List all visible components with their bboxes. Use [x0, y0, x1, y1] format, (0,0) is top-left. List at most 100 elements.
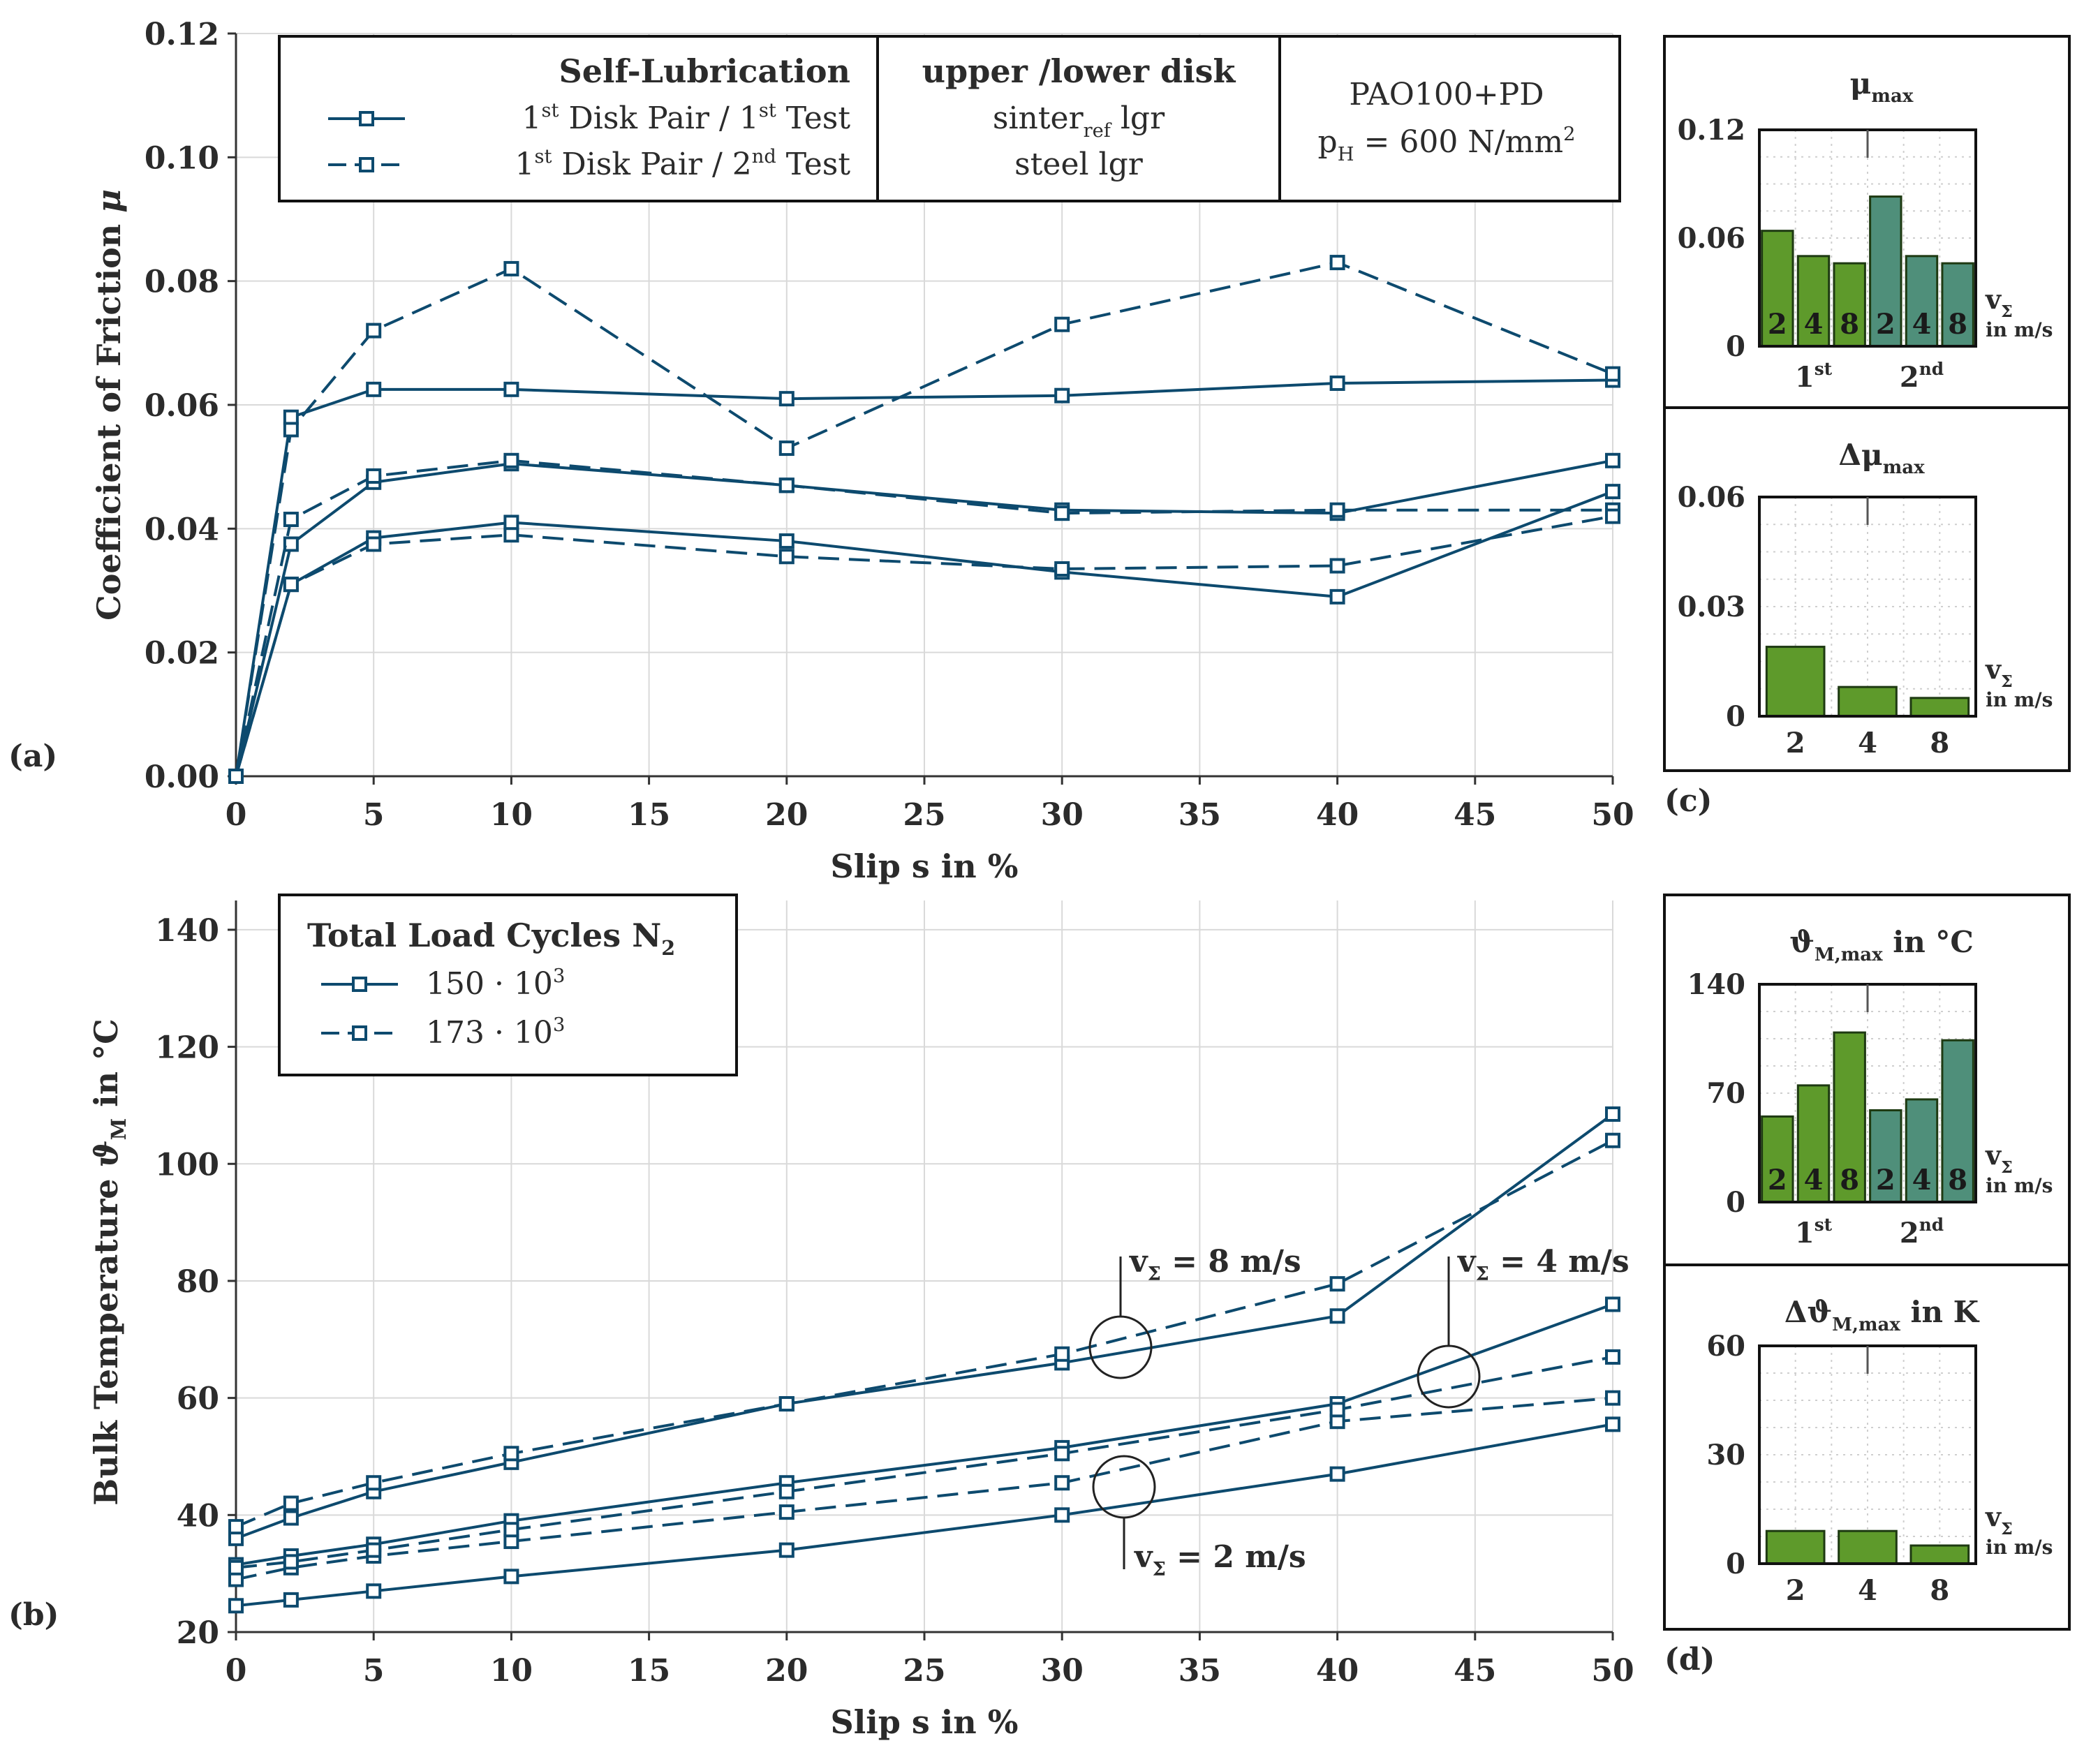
- c-bottom-bar: [1838, 685, 1898, 718]
- a-series-4-point: [366, 468, 382, 484]
- b-series-6-point: [778, 1483, 795, 1499]
- a-series-line-6: [235, 261, 1613, 777]
- a-series-6-point: [778, 440, 795, 457]
- a-ytick-label: 0.12: [145, 17, 219, 52]
- b-series-line-5: [235, 1396, 1613, 1581]
- b-annotation-8-part-1: Σ: [1148, 1263, 1161, 1285]
- a-series-4-point: [1054, 505, 1070, 521]
- b-series-line-1: [235, 1113, 1614, 1540]
- d-bottom-inset-frame: [1663, 1263, 2071, 1631]
- a-x-axis-label: Slip s in %: [831, 847, 1019, 885]
- b-legend-entry-1: 150 · 103: [426, 965, 565, 1002]
- a-xtick-label: 25: [903, 797, 945, 833]
- a-series-5-point: [778, 549, 795, 565]
- a-legend-entry-2-part-3: nd: [752, 146, 776, 168]
- b-series-4-point: [228, 1519, 244, 1535]
- a-xtick-label: 0: [226, 797, 247, 833]
- b-annotation-ellipse-8: [1088, 1315, 1153, 1379]
- b-series-4-point: [1605, 1132, 1620, 1148]
- d-top-group-label-2-part-0: 2: [1900, 1217, 1919, 1250]
- d-top-title-part-0: ϑ: [1789, 925, 1815, 959]
- c-top-bar-label: 4: [1804, 308, 1824, 341]
- a-series-6-point: [283, 422, 299, 438]
- b-xtick-label: 40: [1316, 1653, 1359, 1689]
- a-xtick-label: 40: [1316, 797, 1359, 833]
- d-bottom-bar-label: 2: [1786, 1574, 1805, 1607]
- b-ytick-label: 120: [155, 1030, 219, 1066]
- c-top-group-label-2: 2nd: [1900, 359, 1944, 394]
- b-x-axis-label: Slip s in %: [831, 1703, 1019, 1741]
- c-top-vsigma-label-part-0: v: [1985, 283, 2002, 315]
- c-top-bar: [1796, 255, 1831, 348]
- a-legend-header: Self-Lubrication: [559, 52, 850, 90]
- b-xtick-label: 10: [490, 1653, 533, 1689]
- b-series-5-point: [1605, 1390, 1620, 1406]
- a-legend-entry-2-part-0: 1: [515, 147, 534, 182]
- c-bottom-bar: [1765, 646, 1826, 718]
- d-top-ytick-label: 0: [1726, 1186, 1745, 1219]
- a-series-2-point: [1605, 484, 1620, 500]
- d-bottom-title: ΔϑM,max in K: [1784, 1295, 1980, 1335]
- a-series-4-point: [503, 452, 519, 468]
- b-ytick-label: 100: [155, 1147, 219, 1183]
- c-bottom-vsigma-unit: in m/s: [1986, 688, 2053, 711]
- a-legend-entry-1-part-0: 1: [522, 101, 542, 136]
- b-y-axis-label-sub: M: [107, 1118, 131, 1141]
- a-series-line-4: [235, 459, 1613, 777]
- b-ytick-label: 80: [177, 1264, 219, 1300]
- c-bottom-title-part-1: max: [1883, 457, 1925, 478]
- a-series-6-point: [228, 769, 244, 784]
- a-series-5-point: [1329, 558, 1345, 574]
- d-bottom-title-part-2: in K: [1900, 1295, 1980, 1329]
- d-top-bar: [1905, 1098, 1939, 1203]
- c-top-bar-label: 8: [1840, 308, 1859, 341]
- a-series-2-point: [1329, 588, 1345, 605]
- a-xtick-label: 15: [628, 797, 670, 833]
- a-series-1-point: [283, 536, 299, 552]
- b-xtick-label: 25: [903, 1653, 945, 1689]
- a-legend-entry-1-part-1: st: [542, 100, 559, 121]
- d-top-group-label-1: 1st: [1795, 1215, 1833, 1250]
- a-series-6-point: [1054, 316, 1070, 332]
- d-top-vsigma-label: vΣ: [1985, 1139, 2013, 1177]
- c-bottom-bar-label: 8: [1930, 727, 1949, 759]
- c-top-ytick-label: 0.06: [1678, 222, 1745, 255]
- d-bottom-ytick-label: 0: [1726, 1548, 1745, 1580]
- d-top-bar-label: 2: [1768, 1164, 1787, 1196]
- d-bottom-title-part-1: M,max: [1832, 1314, 1900, 1335]
- a-series-2-point: [778, 533, 795, 549]
- b-series-6-point: [503, 1522, 519, 1538]
- a-legend-pressure-part-1: H: [1338, 144, 1354, 165]
- d-top-bar: [1796, 1084, 1831, 1203]
- b-series-1-point: [1329, 1308, 1345, 1324]
- d-bottom-vsigma-label-part-0: v: [1985, 1501, 2002, 1532]
- b-legend-entry-1-part-0: 150 · 10: [426, 966, 553, 1002]
- b-series-1-point: [1605, 1106, 1620, 1122]
- c-bottom-bar-label: 4: [1858, 727, 1877, 759]
- a-legend-pressure: pH = 600 N/mm2: [1318, 124, 1576, 165]
- b-series-line-3: [235, 1423, 1613, 1608]
- a-series-6-point: [366, 323, 382, 339]
- d-bottom-vsigma-unit: in m/s: [1986, 1536, 2053, 1559]
- d-top-group-label-1-part-1: st: [1815, 1215, 1833, 1235]
- a-series-6-point: [1329, 255, 1345, 271]
- b-series-4-point: [1054, 1346, 1070, 1362]
- b-series-3-point: [283, 1592, 299, 1608]
- a-legend-entry-1-part-3: st: [759, 100, 776, 121]
- b-legend-entry-1-part-1: 3: [553, 965, 565, 987]
- c-bottom-ytick-label: 0.06: [1678, 481, 1745, 514]
- c-top-bar-label: 8: [1948, 308, 1967, 341]
- chart-b-temperature-vs-slip: 0 5 10 15 20 25 30 35 40 45 50 20 40 60 80 100 120 140 Sli…: [8, 894, 1634, 1741]
- b-legend-entry-2-part-1: 3: [553, 1014, 565, 1036]
- a-xtick-label: 30: [1041, 797, 1084, 833]
- b-xtick-label: 5: [363, 1653, 385, 1689]
- b-ytick-label: 140: [155, 913, 219, 949]
- a-series-5-point: [366, 536, 382, 552]
- c-bottom-vsigma-label-part-1: Σ: [2001, 672, 2013, 691]
- d-top-bar-label: 4: [1804, 1164, 1824, 1196]
- c-bottom-title-part-0: Δμ: [1838, 438, 1882, 472]
- d-panel-label: (d): [1664, 1642, 1715, 1677]
- a-legend-dashed-marker: [359, 157, 374, 172]
- d-bottom-bar-label: 4: [1858, 1574, 1877, 1607]
